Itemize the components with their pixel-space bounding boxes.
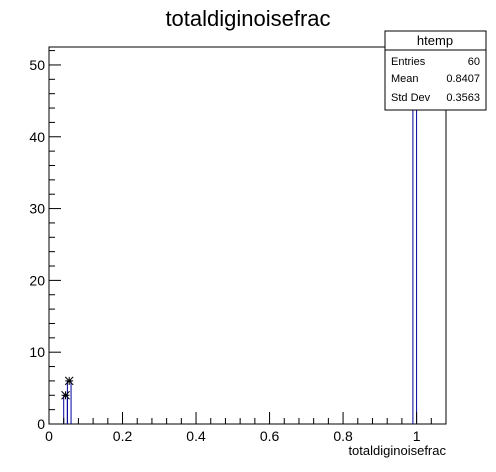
y-tick-label: 40: [29, 129, 45, 145]
y-tick-label: 10: [29, 344, 45, 360]
bin-marker-0: [61, 390, 70, 400]
y-axis: 0 10 20 30 40 50: [29, 50, 61, 432]
histogram-markers: [61, 60, 420, 400]
stats-mean-label: Mean: [391, 73, 419, 85]
x-tick-label: 0.2: [113, 428, 133, 444]
stats-entries-value: 60: [468, 56, 480, 68]
stats-stddev-label: Std Dev: [391, 92, 431, 104]
stats-box: htemp Entries 60 Mean 0.8407 Std Dev 0.3…: [384, 30, 487, 111]
y-tick-label: 0: [37, 416, 45, 432]
stats-box-frame: [384, 30, 487, 111]
stats-entries-label: Entries: [391, 56, 426, 68]
bin-marker-1: [64, 376, 74, 386]
x-tick-label: 0: [45, 428, 53, 444]
stats-box-title: htemp: [417, 33, 453, 48]
stats-mean-value: 0.8407: [446, 73, 480, 85]
x-tick-label: 0.6: [260, 428, 280, 444]
histogram-bars: [63, 64, 418, 424]
x-axis-title: totaldiginoisefrac: [348, 443, 446, 458]
stats-stddev-value: 0.3563: [446, 92, 480, 104]
x-tick-label: 0.4: [186, 428, 206, 444]
plot-frame: [48, 46, 447, 425]
x-tick-label: 1: [413, 428, 421, 444]
x-tick-label: 0.8: [333, 428, 353, 444]
chart-title: totaldiginoisefrac: [165, 6, 330, 31]
y-tick-label: 30: [29, 201, 45, 217]
x-axis: 0 0.2 0.4 0.6 0.8 1: [45, 412, 432, 444]
histogram-bar-2: [412, 64, 418, 424]
histogram-bar-1: [66, 380, 72, 424]
y-tick-label: 20: [29, 272, 45, 288]
y-tick-label: 50: [29, 57, 45, 73]
histogram-bar-0: [63, 394, 68, 424]
